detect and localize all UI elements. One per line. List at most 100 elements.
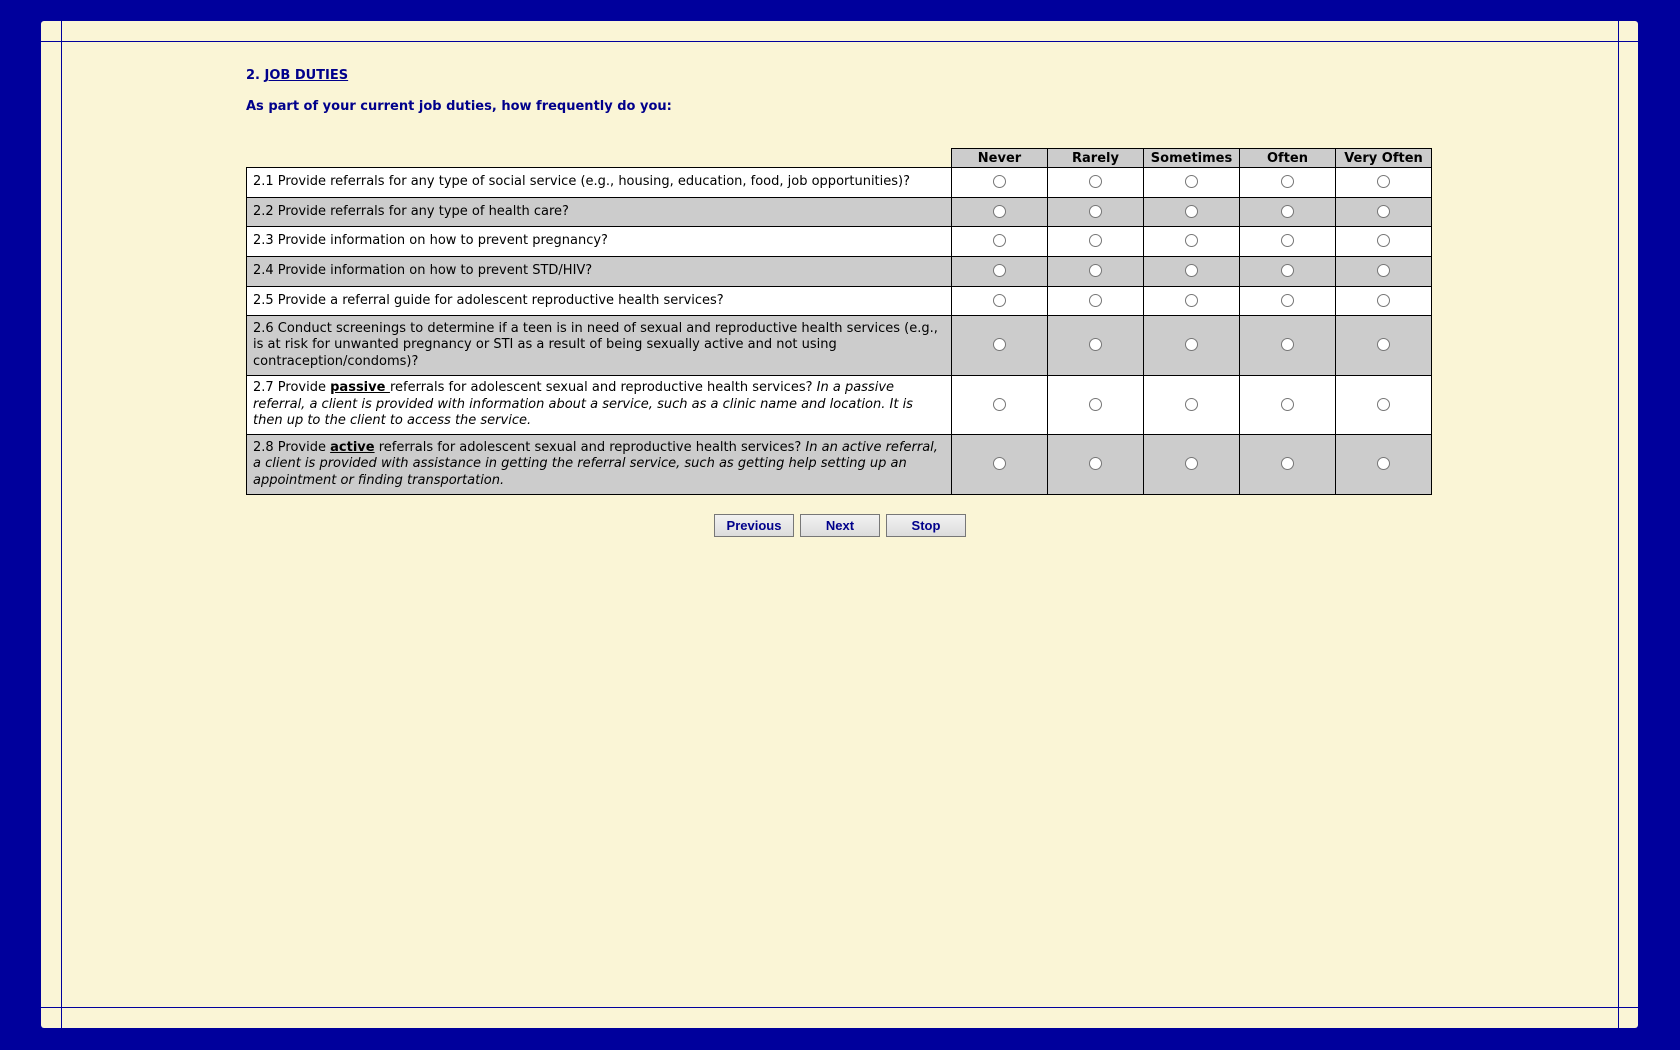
radio-cell: [1239, 197, 1336, 227]
question-text: 2.4 Provide information on how to preven…: [246, 256, 952, 287]
radio-never[interactable]: [993, 457, 1006, 471]
radio-rarely[interactable]: [1089, 457, 1102, 471]
table-row: 2.6 Conduct screenings to determine if a…: [246, 315, 1432, 376]
question-label: 2.3 Provide information on how to preven…: [253, 233, 608, 249]
survey-panel: 2. JOB DUTIES As part of your current jo…: [41, 21, 1638, 1028]
question-text: 2.7 Provide passive referrals for adoles…: [246, 375, 952, 435]
radio-very-often[interactable]: [1377, 204, 1390, 218]
radio-sometimes[interactable]: [1185, 175, 1198, 189]
radio-cell: [1239, 286, 1336, 316]
radio-very-often[interactable]: [1377, 175, 1390, 189]
radio-cell: [1143, 256, 1240, 287]
radio-often[interactable]: [1281, 204, 1294, 218]
question-label: 2.6 Conduct screenings to determine if a…: [253, 320, 938, 369]
radio-often[interactable]: [1281, 338, 1294, 352]
question-label: 2.5 Provide a referral guide for adolesc…: [253, 292, 724, 308]
radio-cell: [1239, 315, 1336, 376]
radio-sometimes[interactable]: [1185, 234, 1198, 248]
radio-sometimes[interactable]: [1185, 293, 1198, 307]
table-row: 2.8 Provide active referrals for adolesc…: [246, 434, 1432, 495]
radio-sometimes[interactable]: [1185, 457, 1198, 471]
radio-often[interactable]: [1281, 397, 1294, 411]
question-note: In a passive referral, a client is provi…: [253, 380, 913, 429]
question-text: 2.1 Provide referrals for any type of so…: [246, 167, 952, 198]
radio-cell: [1143, 226, 1240, 257]
radio-sometimes[interactable]: [1185, 397, 1198, 411]
section-title-link[interactable]: JOB DUTIES: [264, 68, 349, 83]
radio-rarely[interactable]: [1089, 204, 1102, 218]
radio-very-often[interactable]: [1377, 264, 1390, 278]
radio-never[interactable]: [993, 397, 1006, 411]
question-label: 2.2 Provide referrals for any type of he…: [253, 203, 569, 219]
frame-line-top: [41, 41, 1638, 42]
table-row: 2.1 Provide referrals for any type of so…: [246, 167, 1432, 198]
radio-cell: [1335, 286, 1432, 316]
radio-rarely[interactable]: [1089, 293, 1102, 307]
radio-never[interactable]: [993, 234, 1006, 248]
radio-cell: [1239, 226, 1336, 257]
radio-never[interactable]: [993, 264, 1006, 278]
radio-very-often[interactable]: [1377, 457, 1390, 471]
radio-very-often[interactable]: [1377, 338, 1390, 352]
radio-never[interactable]: [993, 175, 1006, 189]
radio-cell: [951, 256, 1048, 287]
frame-line-right: [1618, 21, 1619, 1028]
radio-sometimes[interactable]: [1185, 338, 1198, 352]
radio-often[interactable]: [1281, 293, 1294, 307]
question-label: 2.1 Provide referrals for any type of so…: [253, 174, 911, 190]
next-button[interactable]: Next: [800, 514, 880, 537]
radio-never[interactable]: [993, 338, 1006, 352]
radio-cell: [1143, 286, 1240, 316]
radio-often[interactable]: [1281, 175, 1294, 189]
radio-very-often[interactable]: [1377, 234, 1390, 248]
question-text: 2.3 Provide information on how to preven…: [246, 226, 952, 257]
radio-rarely[interactable]: [1089, 175, 1102, 189]
radio-rarely[interactable]: [1089, 397, 1102, 411]
radio-cell: [1335, 197, 1432, 227]
stop-button[interactable]: Stop: [886, 514, 966, 537]
radio-cell: [951, 226, 1048, 257]
question-text: 2.6 Conduct screenings to determine if a…: [246, 315, 952, 376]
table-row: 2.3 Provide information on how to preven…: [246, 226, 1432, 257]
radio-cell: [1335, 256, 1432, 287]
radio-cell: [1335, 434, 1432, 495]
frame-line-bottom: [41, 1007, 1638, 1008]
radio-cell: [951, 167, 1048, 198]
radio-sometimes[interactable]: [1185, 204, 1198, 218]
radio-cell: [1335, 167, 1432, 198]
question-label: 2.8 Provide: [253, 439, 331, 455]
column-header-sometimes: Sometimes: [1143, 148, 1240, 168]
radio-cell: [1047, 286, 1144, 316]
radio-cell: [1335, 315, 1432, 376]
previous-button[interactable]: Previous: [714, 514, 794, 537]
radio-never[interactable]: [993, 204, 1006, 218]
radio-rarely[interactable]: [1089, 264, 1102, 278]
radio-never[interactable]: [993, 293, 1006, 307]
radio-cell: [951, 197, 1048, 227]
table-row: 2.5 Provide a referral guide for adolesc…: [246, 286, 1432, 316]
radio-cell: [951, 315, 1048, 376]
question-label-cont: referrals for adolescent sexual and repr…: [389, 380, 817, 396]
question-text: 2.8 Provide active referrals for adolesc…: [246, 434, 952, 495]
radio-cell: [1143, 197, 1240, 227]
table-row: 2.4 Provide information on how to preven…: [246, 256, 1432, 287]
radio-very-often[interactable]: [1377, 293, 1390, 307]
radio-often[interactable]: [1281, 234, 1294, 248]
radio-cell: [951, 434, 1048, 495]
radio-cell: [1047, 226, 1144, 257]
radio-cell: [1047, 434, 1144, 495]
table-row: 2.7 Provide passive referrals for adoles…: [246, 375, 1432, 435]
radio-very-often[interactable]: [1377, 397, 1390, 411]
section-title: 2. JOB DUTIES: [246, 68, 349, 83]
radio-rarely[interactable]: [1089, 338, 1102, 352]
radio-cell: [1143, 167, 1240, 198]
header-blank: [246, 148, 952, 168]
radio-often[interactable]: [1281, 457, 1294, 471]
radio-sometimes[interactable]: [1185, 264, 1198, 278]
column-header-rarely: Rarely: [1047, 148, 1144, 168]
radio-often[interactable]: [1281, 264, 1294, 278]
radio-cell: [1047, 315, 1144, 376]
radio-rarely[interactable]: [1089, 234, 1102, 248]
question-text: 2.5 Provide a referral guide for adolesc…: [246, 286, 952, 316]
question-note: In an active referral, a client is provi…: [253, 439, 938, 488]
